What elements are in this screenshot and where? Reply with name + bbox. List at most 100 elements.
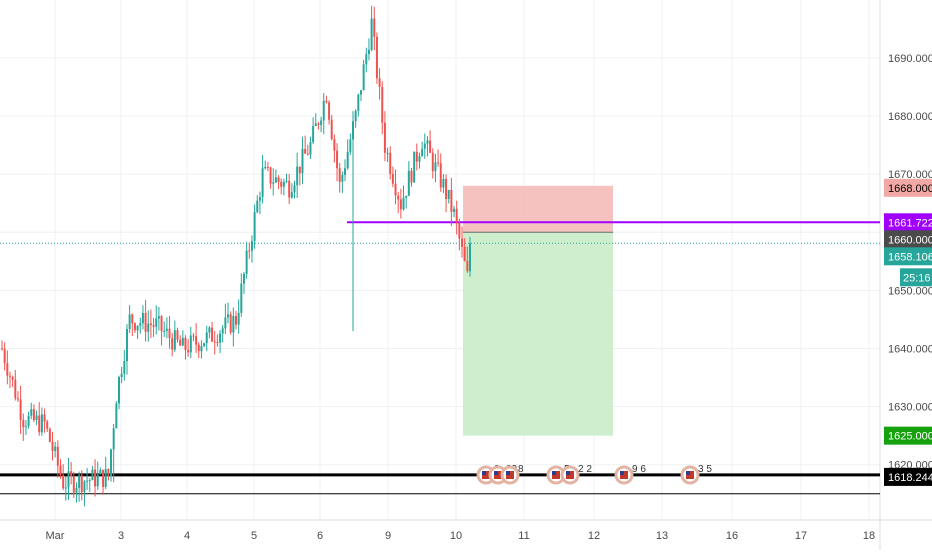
candle-body: [301, 148, 304, 174]
candle: [253, 204, 256, 249]
candle-body: [179, 339, 182, 346]
candle: [128, 305, 131, 333]
candle-body: [461, 238, 464, 247]
candle: [447, 189, 450, 204]
candle-body: [266, 166, 269, 168]
candle: [434, 153, 437, 183]
candle-body: [445, 178, 448, 199]
candle: [282, 178, 285, 196]
candle-body: [325, 100, 328, 103]
price-tick-label: 1650.000: [888, 285, 932, 297]
candle-body: [70, 471, 73, 477]
candle: [312, 117, 315, 145]
candle: [423, 133, 426, 159]
take-profit-zone[interactable]: [463, 232, 613, 436]
candle-body: [165, 328, 168, 331]
candle-body: [91, 469, 94, 480]
candle-body: [16, 398, 19, 400]
time-tick-label: 9: [385, 530, 391, 542]
candle: [99, 467, 102, 475]
candle-body: [131, 314, 134, 324]
candle: [370, 5, 373, 52]
event-marker[interactable]: 2 2: [560, 464, 592, 485]
countdown-tag-bg: [900, 268, 932, 287]
candle: [322, 93, 325, 135]
candle-body: [78, 475, 81, 488]
flag-canton: [506, 471, 510, 475]
candle: [314, 113, 317, 127]
horizontal-levels[interactable]: [0, 221, 880, 495]
candle-body: [189, 335, 192, 353]
candle-body: [54, 446, 57, 451]
candle-body: [453, 208, 456, 212]
candle-body: [336, 150, 339, 169]
support-price-tag: 1618.244: [884, 467, 932, 486]
candle-body: [330, 119, 333, 140]
event-marker[interactable]: 8: [500, 464, 524, 485]
candle: [173, 320, 176, 352]
time-tick-label: 5: [251, 530, 257, 542]
candle: [78, 471, 81, 502]
candle: [197, 342, 200, 359]
candle-body: [466, 260, 469, 272]
candle-body: [250, 241, 253, 251]
candle-body: [439, 163, 442, 188]
candle-body: [373, 18, 376, 37]
position-zones[interactable]: [463, 185, 613, 436]
candle-body: [280, 182, 283, 187]
candle-body: [298, 166, 301, 174]
candle: [102, 469, 105, 495]
candle-body: [160, 316, 163, 332]
candle-body: [304, 148, 307, 154]
candle: [296, 152, 299, 198]
candle-body: [469, 243, 471, 272]
candle: [338, 162, 341, 193]
economic-events[interactable]: 222852 29 63 5: [476, 464, 712, 485]
candle-body: [418, 156, 421, 162]
stop-loss-zone[interactable]: [463, 185, 613, 233]
candle-body: [75, 487, 78, 493]
candle-body: [455, 208, 458, 223]
candle: [429, 130, 432, 154]
candle-body: [397, 195, 400, 200]
candle-body: [277, 177, 280, 183]
time-tick-label: 6: [317, 530, 323, 542]
event-marker[interactable]: 3 5: [680, 464, 712, 485]
candle: [30, 402, 33, 420]
candle: [445, 174, 448, 213]
candle: [165, 317, 168, 339]
candle-body: [149, 323, 152, 326]
candle: [200, 340, 203, 359]
event-marker[interactable]: 9 6: [614, 464, 646, 485]
candle-body: [86, 480, 89, 482]
candle: [110, 448, 113, 482]
candle: [399, 188, 402, 219]
candle: [394, 169, 397, 205]
candle: [421, 141, 424, 157]
candle-body: [59, 465, 62, 475]
entry-price-tag: 1660.000: [884, 230, 932, 249]
us-flag-event-icon: [614, 465, 634, 485]
candle: [237, 299, 240, 334]
candle: [341, 171, 344, 194]
candle: [437, 149, 440, 167]
candle: [94, 459, 97, 497]
candle: [88, 478, 91, 493]
candle-body: [51, 441, 54, 451]
candle: [211, 321, 214, 343]
time-tick-label: 10: [450, 530, 462, 542]
candle-body: [184, 337, 187, 350]
candle: [11, 375, 14, 387]
candle-body: [216, 342, 219, 344]
us-flag-event-icon: [680, 465, 700, 485]
candle-body: [426, 140, 429, 144]
resistance-price-tag: 1661.722: [884, 213, 932, 232]
candle: [155, 305, 158, 335]
time-tick-label: 18: [863, 530, 875, 542]
candle: [91, 465, 94, 481]
candle: [373, 6, 376, 51]
candle-body: [242, 273, 245, 284]
